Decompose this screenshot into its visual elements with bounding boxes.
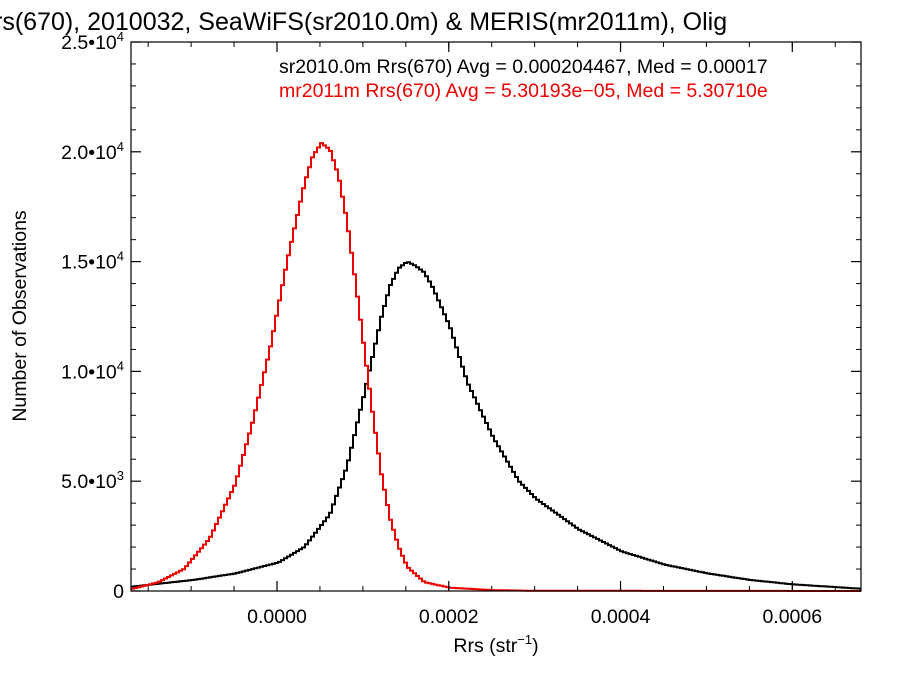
y-tick-label: 1.5•104 <box>61 249 124 274</box>
x-axis-label-text: Rrs (str <box>453 635 517 657</box>
y-tick-label-exponent: 4 <box>117 139 124 154</box>
x-axis-label-suffix: ) <box>532 635 539 657</box>
y-tick-label: 1.0•104 <box>61 358 124 383</box>
y-tick-label: 0 <box>113 581 124 603</box>
y-tick-label: 2.0•104 <box>61 139 124 164</box>
y-tick-label-base: 0 <box>113 581 124 603</box>
y-axis-label: Number of Observations <box>9 210 31 422</box>
y-tick-label-exponent: 3 <box>117 468 124 483</box>
x-tick-label: 0.0002 <box>419 606 479 628</box>
annotation-seawifs-stats: sr2010.0m Rrs(670) Avg = 0.000204467, Me… <box>279 56 768 78</box>
x-axis: 0.0000 0.0002 0.0004 0.0006 <box>147 42 836 628</box>
x-axis-label: Rrs (str−1) <box>453 632 538 657</box>
y-tick-label-base: 2.0•10 <box>61 142 117 164</box>
chart-title: rs(670), 2010032, SeaWiFS(sr2010.0m) & M… <box>0 8 727 36</box>
y-tick-label-exponent: 4 <box>117 29 124 44</box>
y-tick-label-exponent: 4 <box>117 358 124 373</box>
y-tick-label: 2.5•104 <box>61 29 124 54</box>
y-tick-label-base: 1.5•10 <box>61 252 117 274</box>
annotation-meris-stats: mr2011m Rrs(670) Avg = 5.30193e−05, Med … <box>279 80 768 102</box>
y-tick-label-base: 2.5•10 <box>61 32 117 54</box>
y-tick-label-exponent: 4 <box>117 249 124 264</box>
y-tick-label: 5.0•103 <box>61 468 124 493</box>
series-line-0 <box>131 261 861 590</box>
x-axis-label-superscript: −1 <box>517 632 532 647</box>
x-tick-label: 0.0000 <box>247 606 307 628</box>
x-tick-label: 0.0004 <box>591 606 651 628</box>
y-tick-label-base: 5.0•10 <box>61 471 117 493</box>
x-tick-label: 0.0006 <box>762 606 822 628</box>
y-tick-label-base: 1.0•10 <box>61 361 117 383</box>
plot-frame <box>130 41 862 592</box>
